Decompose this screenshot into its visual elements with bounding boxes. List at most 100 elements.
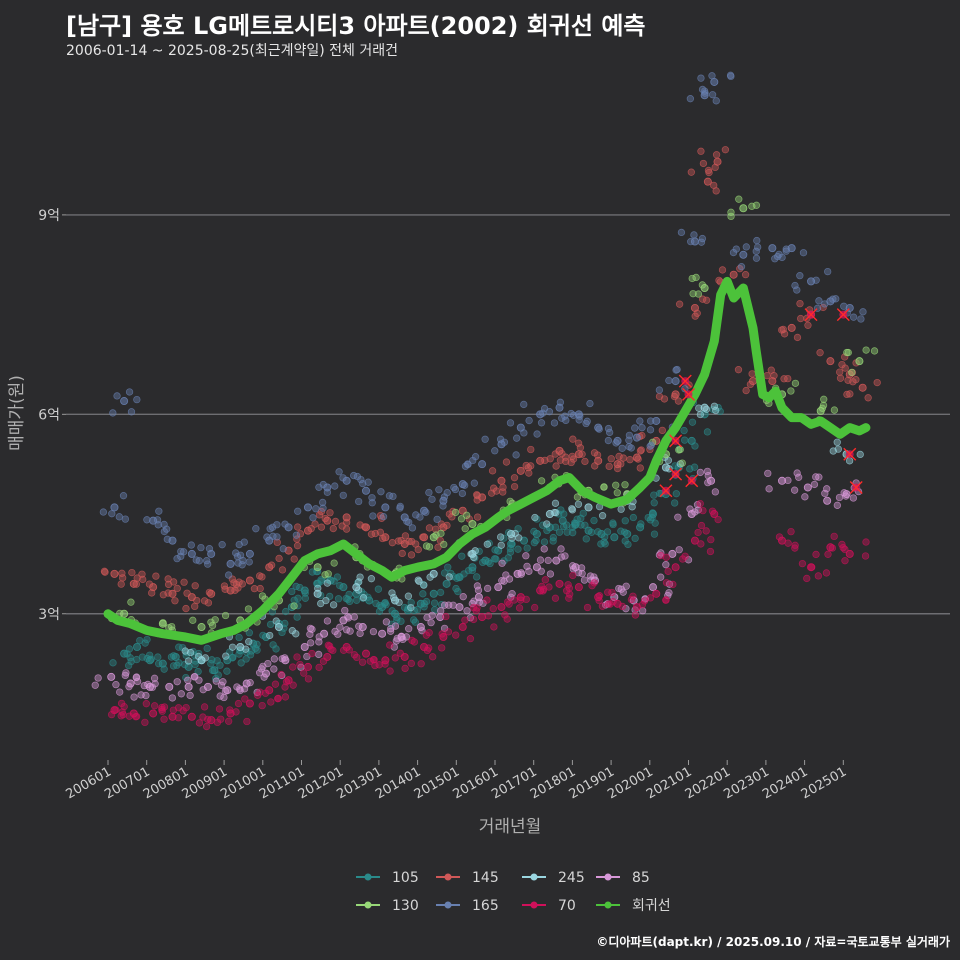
data-point-145: [293, 523, 302, 531]
data-point-70: [204, 715, 212, 723]
data-point-165: [595, 425, 603, 433]
data-point-145: [705, 168, 713, 177]
data-point-145: [371, 529, 379, 538]
data-point-105: [590, 516, 598, 525]
data-point-70: [289, 663, 297, 671]
data-point-70: [469, 604, 478, 612]
data-point-105: [397, 617, 405, 625]
data-point-105: [508, 540, 516, 548]
data-point-85: [849, 494, 858, 502]
chart-subtitle: 2006-01-14 ~ 2025-08-25(최근계약일) 전체 거래건: [66, 43, 398, 59]
data-point-85: [257, 665, 266, 673]
data-point-105: [203, 644, 211, 653]
data-point-70: [652, 589, 661, 598]
data-point-70: [112, 706, 120, 714]
data-point-145: [191, 582, 199, 590]
data-point-105: [491, 555, 499, 563]
data-point-145: [525, 469, 533, 477]
data-point-70: [608, 588, 616, 597]
data-point-105: [301, 594, 309, 602]
data-point-145: [699, 159, 708, 168]
data-point-130: [739, 204, 748, 213]
data-point-165: [412, 511, 420, 519]
data-point-70: [702, 527, 710, 535]
data-point-145: [748, 370, 756, 378]
data-point-105: [594, 528, 602, 536]
data-point-105: [372, 599, 380, 608]
data-point-145: [173, 584, 181, 593]
data-point-145: [321, 514, 329, 523]
data-point-245: [702, 405, 711, 413]
data-point-105: [506, 544, 514, 553]
data-point-105: [530, 527, 538, 536]
data-point-85: [378, 629, 387, 638]
data-point-85: [341, 606, 349, 615]
data-point-130: [437, 529, 445, 538]
data-point-165: [355, 497, 363, 506]
data-point-145: [290, 555, 298, 563]
data-point-105: [441, 569, 449, 577]
data-point-165: [451, 485, 460, 494]
data-point-130: [752, 201, 761, 209]
data-point-70: [510, 596, 518, 604]
data-point-105: [484, 558, 492, 566]
data-point-85: [260, 673, 268, 681]
data-point-165: [425, 488, 433, 497]
data-point-145: [780, 330, 789, 338]
data-point-145: [576, 444, 585, 452]
data-point-85: [833, 501, 841, 509]
data-point-145: [793, 333, 802, 342]
data-point-105: [569, 529, 577, 537]
data-point-70: [551, 594, 560, 602]
data-point-70: [631, 611, 640, 619]
data-point-145: [296, 530, 305, 538]
data-point-85: [662, 561, 670, 569]
data-point-165: [556, 398, 565, 406]
data-point-145: [149, 583, 158, 592]
data-point-70: [117, 699, 126, 708]
data-point-70: [501, 611, 509, 619]
data-point-145: [593, 451, 602, 459]
data-point-85: [790, 486, 799, 494]
data-point-105: [330, 577, 338, 585]
data-point-145: [342, 525, 351, 533]
data-point-245: [184, 657, 193, 665]
data-point-145: [473, 491, 481, 500]
data-point-70: [555, 579, 564, 588]
data-point-130: [537, 477, 546, 485]
data-point-165: [812, 276, 820, 284]
data-point-130: [621, 481, 629, 489]
data-point-70: [381, 660, 389, 668]
data-point-165: [439, 502, 447, 510]
data-point-85: [405, 625, 413, 633]
data-point-165: [433, 515, 441, 524]
data-point-105: [419, 590, 427, 598]
data-point-165: [821, 300, 829, 308]
data-point-85: [657, 573, 665, 581]
data-point-85: [94, 674, 102, 682]
data-point-70: [828, 544, 837, 552]
data-point-105: [436, 588, 445, 597]
data-point-105: [374, 585, 383, 593]
data-point-85: [184, 682, 193, 691]
data-point-70: [699, 506, 707, 515]
data-point-245: [415, 577, 423, 585]
data-point-70: [822, 569, 831, 577]
data-point-70: [293, 653, 301, 661]
data-point-165: [815, 297, 823, 305]
data-point-70: [839, 544, 847, 552]
data-point-145: [674, 397, 683, 405]
data-point-165: [405, 518, 413, 527]
data-point-70: [808, 563, 816, 571]
data-point-165: [127, 408, 136, 416]
data-point-85: [649, 583, 658, 592]
data-point-145: [204, 599, 213, 607]
data-point-70: [151, 702, 159, 710]
data-point-70: [841, 557, 849, 565]
data-point-145: [205, 588, 214, 597]
data-point-165: [555, 403, 564, 412]
data-point-165: [537, 419, 546, 427]
y-tick-label: 3억: [38, 607, 60, 623]
data-point-85: [356, 629, 364, 638]
data-point-105: [175, 643, 183, 651]
